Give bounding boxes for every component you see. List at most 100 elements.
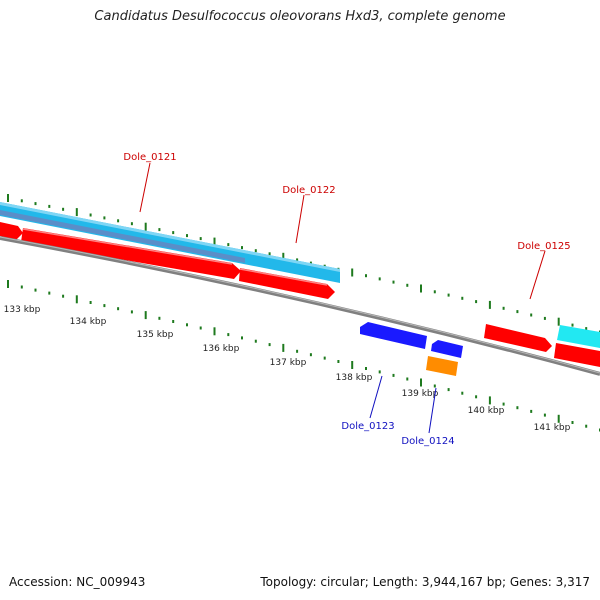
outer-ring-minor-tick xyxy=(103,216,106,220)
leader-line-dole-0123 xyxy=(369,375,383,419)
inner-ring-minor-tick xyxy=(323,356,326,360)
inner-ring-minor-tick xyxy=(172,320,175,323)
outer-ring-minor-tick xyxy=(34,202,37,206)
genome-backbone-highlight xyxy=(0,236,600,374)
cds-red-arrow-5[interactable] xyxy=(554,343,600,367)
genome-summary-text: Topology: circular; Length: 3,944,167 bp… xyxy=(260,575,590,589)
leader-line-dole-0124 xyxy=(428,387,437,434)
outer-ring-minor-tick xyxy=(475,300,478,304)
inner-ring-major-tick xyxy=(75,295,78,304)
outer-ring-minor-tick xyxy=(392,280,395,284)
page-title: Candidatus Desulfococcus oleovorans Hxd3… xyxy=(94,9,506,24)
inner-ring-minor-tick xyxy=(530,409,533,413)
outer-ring-minor-tick xyxy=(268,252,271,256)
outer-ring-minor-tick xyxy=(406,283,409,287)
outer-ring-minor-tick xyxy=(543,316,546,320)
outer-ring-major-tick xyxy=(282,252,285,261)
inner-ring-minor-tick xyxy=(89,301,92,304)
cds-red-arrow-4[interactable] xyxy=(484,324,552,352)
cds-orange-feature[interactable] xyxy=(426,356,458,376)
feature-light-blue-long[interactable] xyxy=(0,202,340,283)
genome-backbone xyxy=(0,236,600,376)
ruler-label-141: 141 kbp xyxy=(534,423,571,433)
outer-ring-minor-tick xyxy=(254,249,257,253)
ruler-label-134: 134 kbp xyxy=(70,317,107,327)
ruler-label-138: 138 kbp xyxy=(336,373,373,383)
inner-ring-major-tick xyxy=(557,414,560,423)
gene-label-dole-0121[interactable]: Dole_0121 xyxy=(123,152,176,163)
cds-red-highlight-2 xyxy=(22,228,233,265)
inner-ring-major-tick xyxy=(351,361,354,369)
gene-label-dole-0124[interactable]: Dole_0124 xyxy=(401,436,454,447)
accession-text: Accession: NC_009943 xyxy=(9,575,146,589)
gene-label-dole-0122[interactable]: Dole_0122 xyxy=(282,185,335,196)
inner-ring-minor-tick xyxy=(103,304,106,308)
cds-red-arrow-1[interactable] xyxy=(0,222,23,240)
inner-ring-major-tick xyxy=(7,280,9,288)
inner-ring-minor-tick xyxy=(392,373,395,377)
cds-red-arrow-2[interactable] xyxy=(21,228,241,279)
outer-ring-minor-tick xyxy=(447,293,450,297)
inner-ring-minor-tick xyxy=(365,367,367,370)
outer-ring-minor-tick xyxy=(227,243,230,247)
cds-red-highlight-3 xyxy=(239,268,328,286)
inner-ring-minor-tick xyxy=(48,291,51,295)
outer-ring-minor-tick xyxy=(502,306,505,310)
outer-ring-minor-tick xyxy=(461,296,464,300)
inner-ring-minor-tick xyxy=(461,391,464,395)
outer-ring-minor-tick xyxy=(62,207,65,211)
gene-label-dole-0125[interactable]: Dole_0125 xyxy=(517,241,570,252)
inner-ring-minor-tick xyxy=(241,336,243,340)
outer-ring-major-tick xyxy=(488,300,491,309)
inner-ring-minor-tick xyxy=(62,294,65,298)
outer-ring-minor-tick xyxy=(378,277,381,281)
outer-ring-minor-tick xyxy=(309,261,312,265)
inner-ring-minor-tick xyxy=(199,326,202,330)
outer-ring-minor-tick xyxy=(516,310,519,314)
inner-ring-minor-tick xyxy=(516,406,519,410)
inner-ring-minor-tick xyxy=(296,349,299,353)
inner-ring-minor-tick xyxy=(378,370,381,374)
outer-ring-minor-tick xyxy=(199,237,202,241)
inner-ring-major-tick xyxy=(144,311,147,320)
outer-ring-minor-tick xyxy=(296,258,299,262)
inner-ring-major-tick xyxy=(213,327,216,336)
inner-ring-major-tick xyxy=(420,378,422,387)
inner-ring-minor-tick xyxy=(433,384,436,388)
inner-tick-ring xyxy=(7,280,600,432)
cds-red-arrow-3[interactable] xyxy=(239,268,335,299)
inner-ring-minor-tick xyxy=(20,285,23,289)
outer-ring-minor-tick xyxy=(571,323,574,327)
inner-ring-minor-tick xyxy=(309,353,312,357)
outer-ring-minor-tick xyxy=(172,231,175,235)
leader-line-dole-0122 xyxy=(295,194,305,244)
inner-ring-minor-tick xyxy=(585,424,588,428)
gene-label-dole-0123[interactable]: Dole_0123 xyxy=(341,421,394,432)
inner-ring-minor-tick xyxy=(571,421,574,424)
inner-ring-minor-tick xyxy=(254,339,257,343)
cds-blue-arrow-2[interactable] xyxy=(431,340,463,358)
ruler-label-140: 140 kbp xyxy=(468,406,505,416)
outer-ring-major-tick xyxy=(213,237,216,246)
ruler-label-137: 137 kbp xyxy=(270,358,307,368)
inner-ring-minor-tick xyxy=(337,360,340,363)
outer-ring-minor-tick xyxy=(585,327,588,331)
inner-ring-minor-tick xyxy=(543,413,546,417)
outer-ring-minor-tick xyxy=(365,274,367,278)
outer-ring-minor-tick xyxy=(530,313,533,317)
outer-ring-minor-tick xyxy=(89,213,92,217)
inner-ring-minor-tick xyxy=(447,388,450,392)
inner-ring-minor-tick xyxy=(406,377,409,381)
inner-ring-minor-tick xyxy=(186,323,188,327)
feature-cyan[interactable] xyxy=(557,325,600,348)
outer-ring-major-tick xyxy=(7,194,9,202)
ruler-label-136: 136 kbp xyxy=(203,344,240,354)
inner-ring-minor-tick xyxy=(158,316,161,320)
outer-ring-major-tick xyxy=(557,317,560,326)
cds-blue-arrow-1[interactable] xyxy=(360,322,427,349)
ruler-label-133: 133 kbp xyxy=(4,305,41,315)
feature-light-blue-long-shade xyxy=(0,210,245,263)
outer-ring-minor-tick xyxy=(130,222,133,226)
